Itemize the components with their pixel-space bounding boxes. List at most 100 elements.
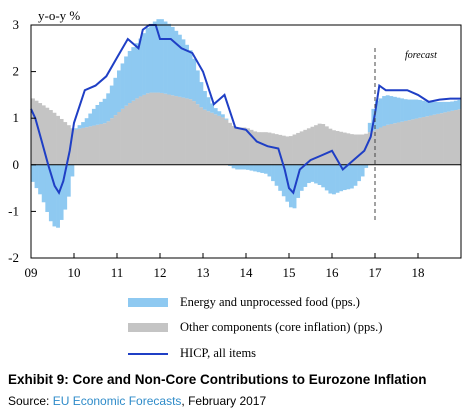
- energy-food-bar: [81, 122, 86, 128]
- core-bar: [435, 113, 440, 165]
- energy-food-bar: [342, 164, 347, 191]
- core-bar: [238, 127, 243, 165]
- energy-food-bar: [48, 164, 53, 222]
- energy-food-bar: [256, 164, 261, 173]
- core-bar: [203, 109, 207, 165]
- core-bar: [199, 107, 204, 165]
- core-bar: [102, 123, 107, 165]
- core-bar: [289, 136, 293, 165]
- core-bar: [407, 120, 412, 165]
- core-bar: [263, 132, 268, 165]
- energy-food-bar: [346, 164, 351, 190]
- energy-food-bar: [242, 164, 247, 170]
- energy-food-bar: [74, 128, 78, 130]
- core-bar: [66, 125, 71, 165]
- energy-food-bar: [385, 95, 390, 125]
- core-bar: [235, 127, 240, 165]
- x-tick-label: 11: [111, 265, 124, 280]
- energy-food-bar: [177, 34, 182, 97]
- energy-food-bar: [353, 164, 358, 186]
- energy-food-bar: [52, 164, 57, 227]
- core-bar: [99, 124, 103, 165]
- core-bar: [375, 129, 379, 165]
- legend-label-core: Other components (core inflation) (pps.): [180, 320, 383, 334]
- core-bar: [321, 124, 326, 165]
- core-bar: [63, 122, 68, 165]
- core-bar: [56, 115, 60, 165]
- core-bar: [328, 128, 333, 165]
- core-bar: [385, 124, 390, 165]
- energy-food-bar: [206, 97, 211, 112]
- core-bar: [106, 121, 111, 165]
- core-bar: [396, 122, 401, 165]
- core-bar: [217, 115, 222, 165]
- core-bar: [152, 92, 157, 165]
- core-bar: [31, 98, 35, 165]
- core-bar: [256, 132, 261, 165]
- x-tick-label: 18: [412, 265, 425, 280]
- energy-food-bar: [360, 164, 365, 177]
- energy-food-bar: [328, 164, 333, 194]
- energy-food-bar: [91, 108, 96, 126]
- core-bar: [113, 115, 118, 165]
- core-bar: [296, 132, 301, 165]
- core-inflation-bars: [31, 92, 462, 165]
- energy-food-bar: [228, 164, 232, 166]
- energy-food-bar: [213, 108, 218, 115]
- core-bar: [34, 100, 39, 165]
- core-bar: [339, 131, 344, 165]
- energy-food-bar: [410, 99, 415, 120]
- energy-food-bar: [217, 111, 222, 116]
- energy-food-bar: [400, 98, 404, 122]
- core-bar: [185, 98, 189, 165]
- core-bar: [364, 133, 369, 165]
- energy-food-bar: [149, 23, 154, 93]
- energy-food-bar: [106, 93, 111, 122]
- core-bar: [260, 132, 265, 165]
- energy-food-bar: [260, 164, 265, 173]
- energy-food-bar: [145, 27, 150, 94]
- energy-food-bar: [170, 26, 175, 96]
- core-bar: [163, 93, 168, 165]
- core-bar: [188, 99, 193, 165]
- energy-food-bar: [34, 164, 39, 189]
- energy-food-bar: [152, 21, 157, 93]
- core-bar: [400, 121, 404, 165]
- core-bar: [109, 118, 114, 165]
- energy-food-bar: [439, 101, 444, 114]
- core-bar: [84, 127, 89, 165]
- core-bar: [367, 132, 372, 165]
- energy-food-bar: [246, 164, 250, 170]
- core-bar: [45, 107, 50, 165]
- y-tick-label: 1: [13, 110, 20, 125]
- energy-food-bar: [289, 164, 293, 208]
- core-bar: [149, 92, 154, 165]
- energy-food-bar: [332, 164, 336, 195]
- energy-food-bar: [113, 77, 118, 116]
- core-bar: [124, 105, 129, 165]
- energy-food-bar: [210, 103, 215, 113]
- x-tick-label: 13: [197, 265, 210, 280]
- caption-title: Exhibit 9: Core and Non-Core Contributio…: [8, 372, 427, 387]
- core-bar: [332, 130, 336, 165]
- core-bar: [91, 125, 96, 165]
- core-bar: [52, 112, 57, 165]
- source-suffix: , February 2017: [181, 394, 267, 408]
- energy-food-bar: [425, 101, 430, 117]
- energy-food-bar: [278, 164, 283, 191]
- energy-food-bar: [41, 164, 46, 203]
- y-tick-label: 0: [13, 157, 20, 172]
- core-bar: [360, 134, 365, 165]
- core-bar: [410, 119, 415, 165]
- core-bar: [443, 112, 447, 165]
- core-bar: [353, 134, 358, 165]
- energy-food-bar: [138, 38, 143, 97]
- energy-food-bar: [235, 164, 240, 170]
- energy-food-bar: [163, 21, 168, 94]
- energy-food-bar: [389, 96, 394, 125]
- energy-food-bar: [38, 164, 43, 195]
- energy-food-bar: [414, 99, 419, 119]
- source-link[interactable]: EU Economic Forecasts: [52, 394, 182, 408]
- core-bar: [378, 127, 383, 165]
- core-bar: [242, 127, 247, 165]
